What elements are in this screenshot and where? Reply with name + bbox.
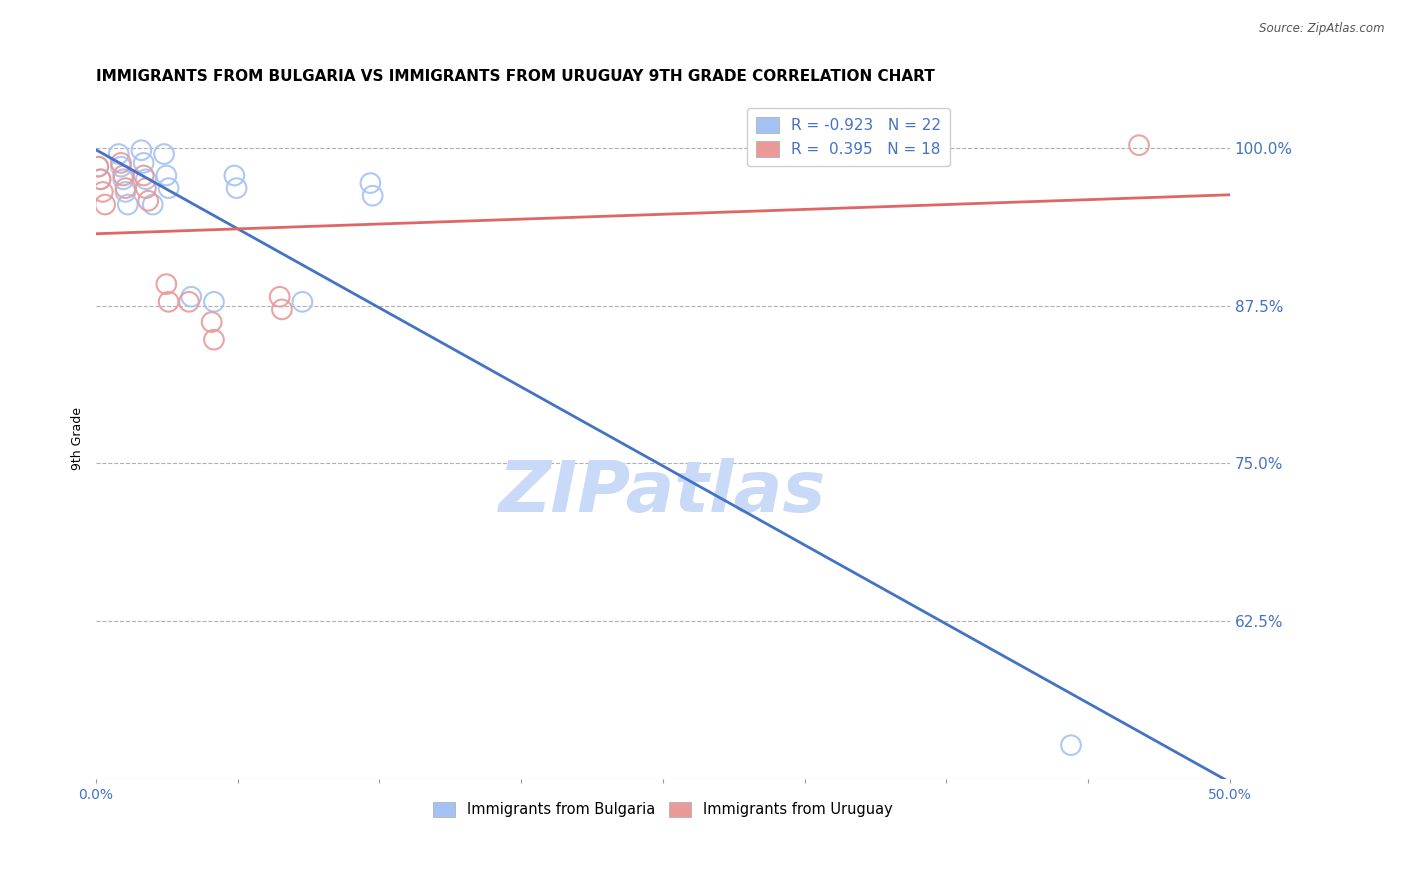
- Point: [180, 290, 202, 304]
- Point: [110, 160, 132, 174]
- Point: [131, 143, 153, 157]
- Point: [117, 197, 139, 211]
- Point: [269, 290, 291, 304]
- Text: ZIPatlas: ZIPatlas: [499, 458, 827, 527]
- Point: [1128, 138, 1150, 153]
- Point: [132, 169, 155, 183]
- Point: [225, 181, 247, 195]
- Point: [136, 194, 159, 208]
- Point: [155, 277, 177, 292]
- Point: [224, 169, 246, 183]
- Point: [135, 181, 157, 195]
- Point: [132, 156, 155, 170]
- Point: [135, 172, 157, 186]
- Point: [201, 315, 224, 329]
- Text: IMMIGRANTS FROM BULGARIA VS IMMIGRANTS FROM URUGUAY 9TH GRADE CORRELATION CHART: IMMIGRANTS FROM BULGARIA VS IMMIGRANTS F…: [96, 69, 935, 84]
- Point: [202, 333, 225, 347]
- Y-axis label: 9th Grade: 9th Grade: [72, 407, 84, 470]
- Point: [87, 160, 110, 174]
- Point: [1060, 738, 1083, 752]
- Point: [202, 294, 225, 309]
- Point: [87, 160, 110, 174]
- Point: [157, 294, 180, 309]
- Point: [271, 302, 294, 317]
- Point: [359, 176, 381, 190]
- Point: [110, 156, 132, 170]
- Point: [291, 294, 314, 309]
- Point: [90, 172, 112, 186]
- Point: [91, 185, 114, 199]
- Point: [361, 188, 384, 202]
- Point: [157, 181, 180, 195]
- Text: Source: ZipAtlas.com: Source: ZipAtlas.com: [1260, 22, 1385, 36]
- Point: [114, 181, 136, 195]
- Point: [112, 169, 135, 183]
- Point: [155, 169, 177, 183]
- Point: [177, 294, 200, 309]
- Point: [114, 185, 136, 199]
- Point: [90, 172, 112, 186]
- Legend: Immigrants from Bulgaria, Immigrants from Uruguay: Immigrants from Bulgaria, Immigrants fro…: [427, 796, 898, 823]
- Point: [107, 147, 129, 161]
- Point: [94, 197, 117, 211]
- Point: [142, 197, 165, 211]
- Point: [153, 147, 176, 161]
- Point: [112, 172, 135, 186]
